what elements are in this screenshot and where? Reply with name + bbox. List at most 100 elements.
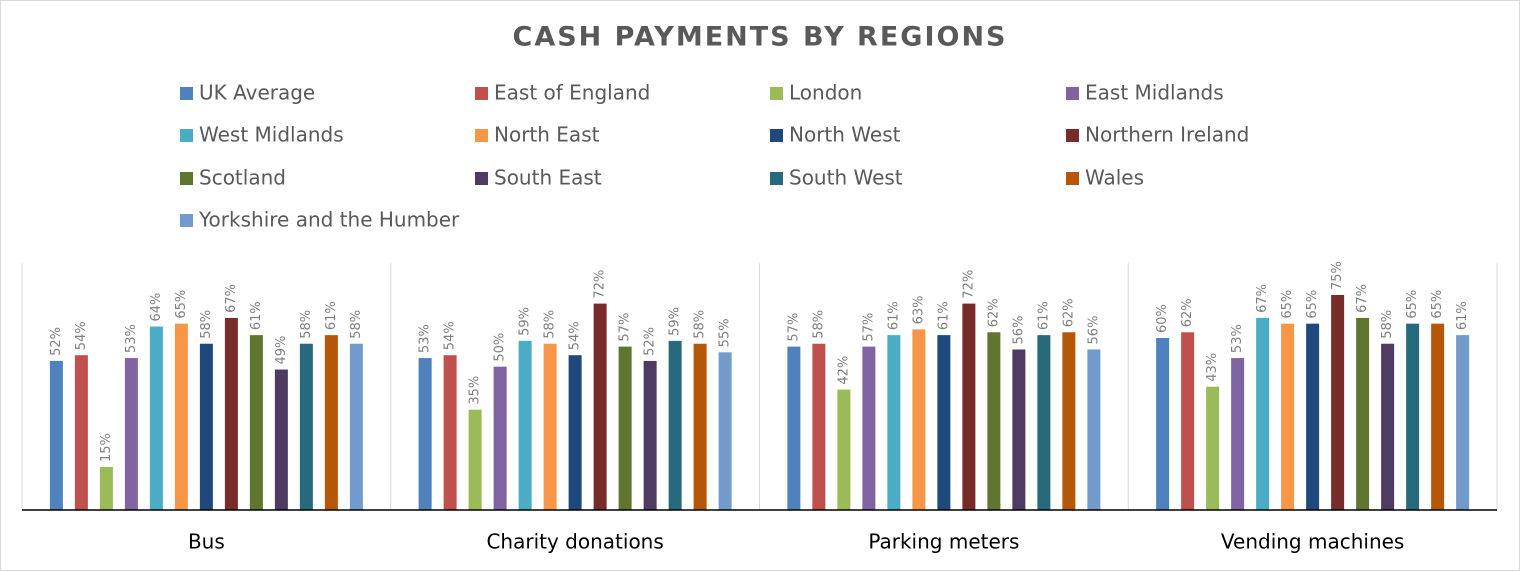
bar (887, 335, 901, 510)
data-label: 54% (443, 321, 458, 350)
bar (812, 343, 826, 510)
bar (418, 358, 432, 510)
data-label: 35% (468, 376, 483, 405)
bar (274, 369, 288, 510)
data-label: 62% (986, 298, 1001, 327)
data-label: 58% (811, 310, 826, 339)
legend-label: North West (789, 123, 901, 147)
bar (1156, 338, 1170, 510)
bar (693, 343, 707, 510)
data-label: 53% (124, 324, 139, 353)
data-label: 50% (493, 333, 508, 362)
data-label: 59% (668, 307, 683, 336)
bar (1181, 332, 1195, 510)
bar (837, 389, 851, 510)
legend-label: Northern Ireland (1085, 123, 1249, 147)
data-label: 55% (718, 318, 733, 347)
data-label: 65% (1405, 290, 1420, 319)
data-label: 67% (1255, 284, 1270, 313)
bar (937, 335, 951, 510)
bar (1037, 335, 1051, 510)
legend-swatch (1066, 129, 1079, 142)
bar (1062, 332, 1076, 510)
bar (593, 303, 607, 510)
legend-swatch (180, 87, 193, 100)
bar (1012, 349, 1026, 510)
bar (249, 335, 263, 510)
bar (124, 358, 138, 510)
bar (912, 329, 926, 510)
data-label: 67% (1355, 284, 1370, 313)
bar (468, 409, 482, 510)
bar (862, 346, 876, 510)
bar (1256, 317, 1270, 510)
bar (74, 355, 88, 510)
data-label: 61% (324, 301, 339, 330)
bar (987, 332, 1001, 510)
legend-swatch (180, 214, 193, 227)
bar (49, 360, 63, 510)
bar (962, 303, 976, 510)
bar (1281, 323, 1295, 510)
bar (1306, 323, 1320, 510)
data-label: 58% (693, 310, 708, 339)
bar (618, 346, 632, 510)
legend-swatch (1066, 172, 1079, 185)
legend-label: West Midlands (199, 123, 344, 147)
chart-title: CASH PAYMENTS BY REGIONS (513, 22, 1008, 53)
data-label: 65% (1305, 290, 1320, 319)
bar (1406, 323, 1420, 510)
data-label: 58% (199, 310, 214, 339)
legend-swatch (770, 87, 783, 100)
legend-swatch (180, 129, 193, 142)
data-label: 65% (1280, 290, 1295, 319)
data-label: 65% (1430, 290, 1445, 319)
data-label: 62% (1180, 298, 1195, 327)
bar (1087, 349, 1101, 510)
legend-label: East Midlands (1085, 81, 1224, 105)
data-label: 61% (936, 301, 951, 330)
bar (668, 340, 682, 510)
legend-swatch (770, 172, 783, 185)
data-label: 56% (1086, 316, 1101, 345)
data-label: 15% (99, 433, 114, 462)
legend-label: South West (789, 166, 903, 190)
bar (443, 355, 457, 510)
bar (543, 343, 557, 510)
bar (324, 335, 338, 510)
data-label: 59% (518, 307, 533, 336)
legend-swatch (1066, 87, 1079, 100)
data-label: 72% (593, 270, 608, 299)
bar (1206, 386, 1220, 510)
legend-swatch (770, 129, 783, 142)
bar (568, 355, 582, 510)
data-label: 75% (1330, 261, 1345, 290)
bar (349, 343, 363, 510)
data-label: 61% (1455, 301, 1470, 330)
bar (787, 346, 801, 510)
data-label: 57% (618, 313, 633, 342)
data-label: 63% (911, 295, 926, 324)
data-label: 58% (349, 310, 364, 339)
bar (1231, 358, 1245, 510)
data-label: 54% (568, 321, 583, 350)
bar (493, 366, 507, 510)
data-label: 53% (1230, 324, 1245, 353)
data-label: 56% (1011, 316, 1026, 345)
x-tick-label: Charity donations (486, 530, 663, 554)
data-label: 64% (149, 293, 164, 322)
data-label: 57% (861, 313, 876, 342)
data-label: 52% (49, 327, 64, 356)
data-label: 58% (1380, 310, 1395, 339)
data-label: 43% (1205, 353, 1220, 382)
data-label: 60% (1155, 304, 1170, 333)
bar (199, 343, 213, 510)
data-label: 52% (643, 327, 658, 356)
bar (1356, 317, 1370, 510)
data-label: 65% (174, 290, 189, 319)
data-label: 72% (961, 270, 976, 299)
x-tick-label: Vending machines (1221, 530, 1404, 554)
data-label: 67% (224, 284, 239, 313)
bar (1456, 335, 1470, 510)
